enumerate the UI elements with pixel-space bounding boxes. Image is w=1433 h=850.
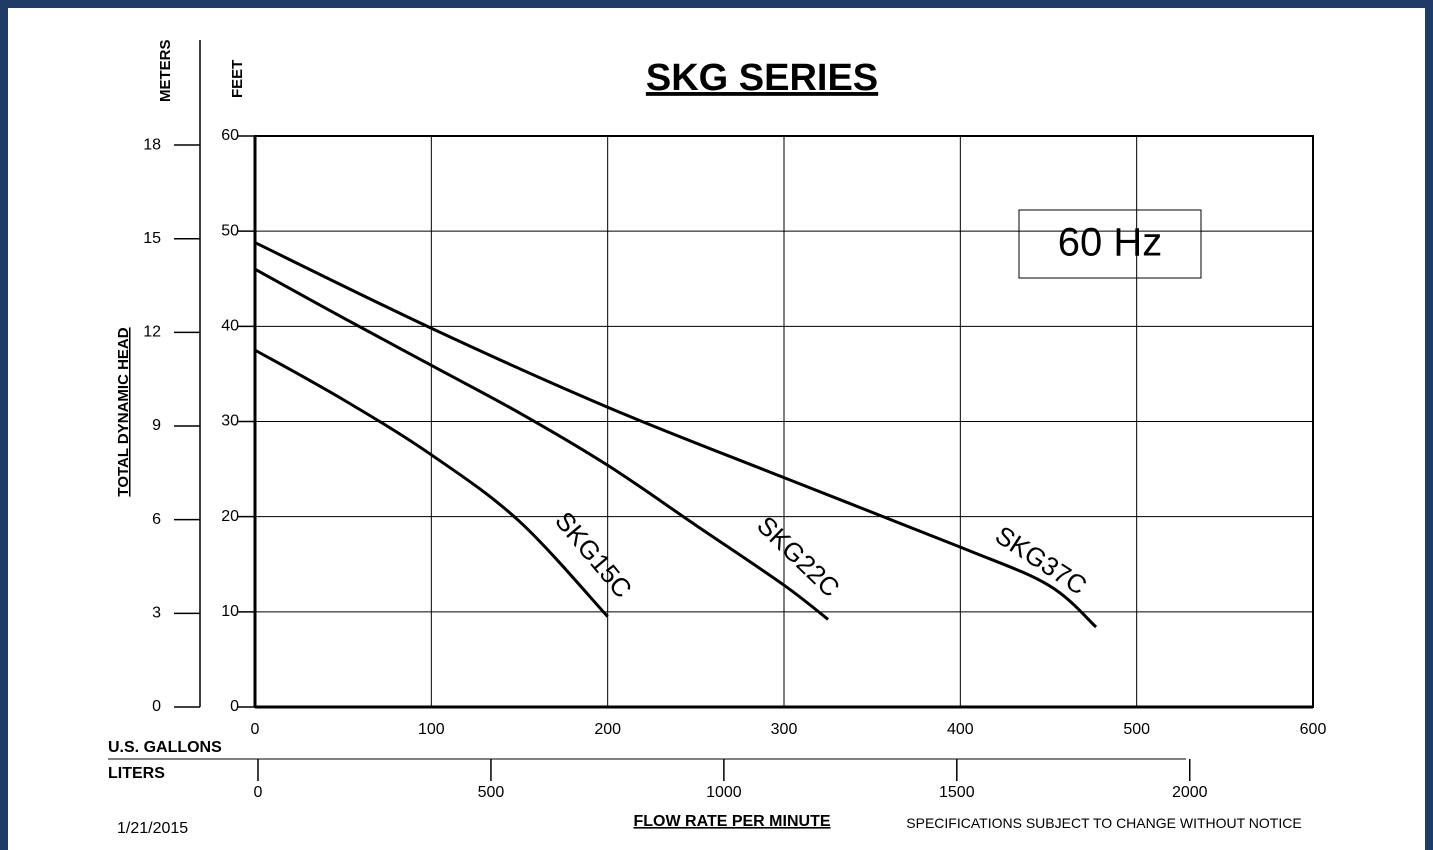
y-tick-label: 10 (221, 603, 239, 620)
y-label-main: TOTAL DYNAMIC HEAD (115, 327, 132, 496)
y-label: FEET (229, 60, 246, 98)
x-label-main: FLOW RATE PER MINUTE (633, 813, 830, 830)
y-tick-label: 20 (221, 508, 239, 525)
y2-tick-label: 9 (152, 417, 161, 434)
x-tick-label: 500 (1123, 721, 1150, 738)
annotation: 60 Hz (1058, 221, 1163, 265)
y-tick-label: 40 (221, 318, 239, 335)
x-label: U.S. GALLONS (108, 739, 222, 756)
x-tick-label: 0 (251, 721, 260, 738)
y2-label: METERS (157, 39, 174, 102)
x2-tick-label: 0 (254, 784, 263, 801)
y2-tick-label: 15 (143, 230, 161, 247)
chart-title: SKG SERIES (646, 57, 878, 99)
curve (254, 241, 1098, 629)
x-tick-label: 100 (418, 721, 445, 738)
x-tick-label: 600 (1300, 721, 1327, 738)
x2-tick-label: 500 (478, 784, 505, 801)
x2-tick-label: 1500 (939, 784, 975, 801)
y-tick-label: 30 (221, 413, 239, 430)
x2-label: LITERS (108, 765, 165, 782)
x-tick-label: 400 (947, 721, 974, 738)
y2-tick-label: 6 (152, 511, 161, 528)
annotation-box (1018, 209, 1202, 279)
x2-tick-label: 1000 (706, 784, 742, 801)
y-tick-label: 50 (221, 222, 239, 239)
x2-tick-label: 2000 (1172, 784, 1208, 801)
y2-tick-label: 0 (152, 698, 161, 715)
y2-tick-label: 3 (152, 605, 161, 622)
y-tick-label: 0 (230, 698, 239, 715)
y2-tick-label: 12 (143, 324, 161, 341)
y2-tick-label: 18 (143, 136, 161, 153)
x-tick-label: 200 (594, 721, 621, 738)
y-tick-label: 60 (221, 127, 239, 144)
x-tick-label: 300 (771, 721, 798, 738)
date: 1/21/2015 (117, 820, 188, 837)
curve (254, 267, 830, 621)
page (8, 8, 1425, 850)
footnote: SPECIFICATIONS SUBJECT TO CHANGE WITHOUT… (906, 815, 1301, 831)
curve (254, 348, 609, 618)
